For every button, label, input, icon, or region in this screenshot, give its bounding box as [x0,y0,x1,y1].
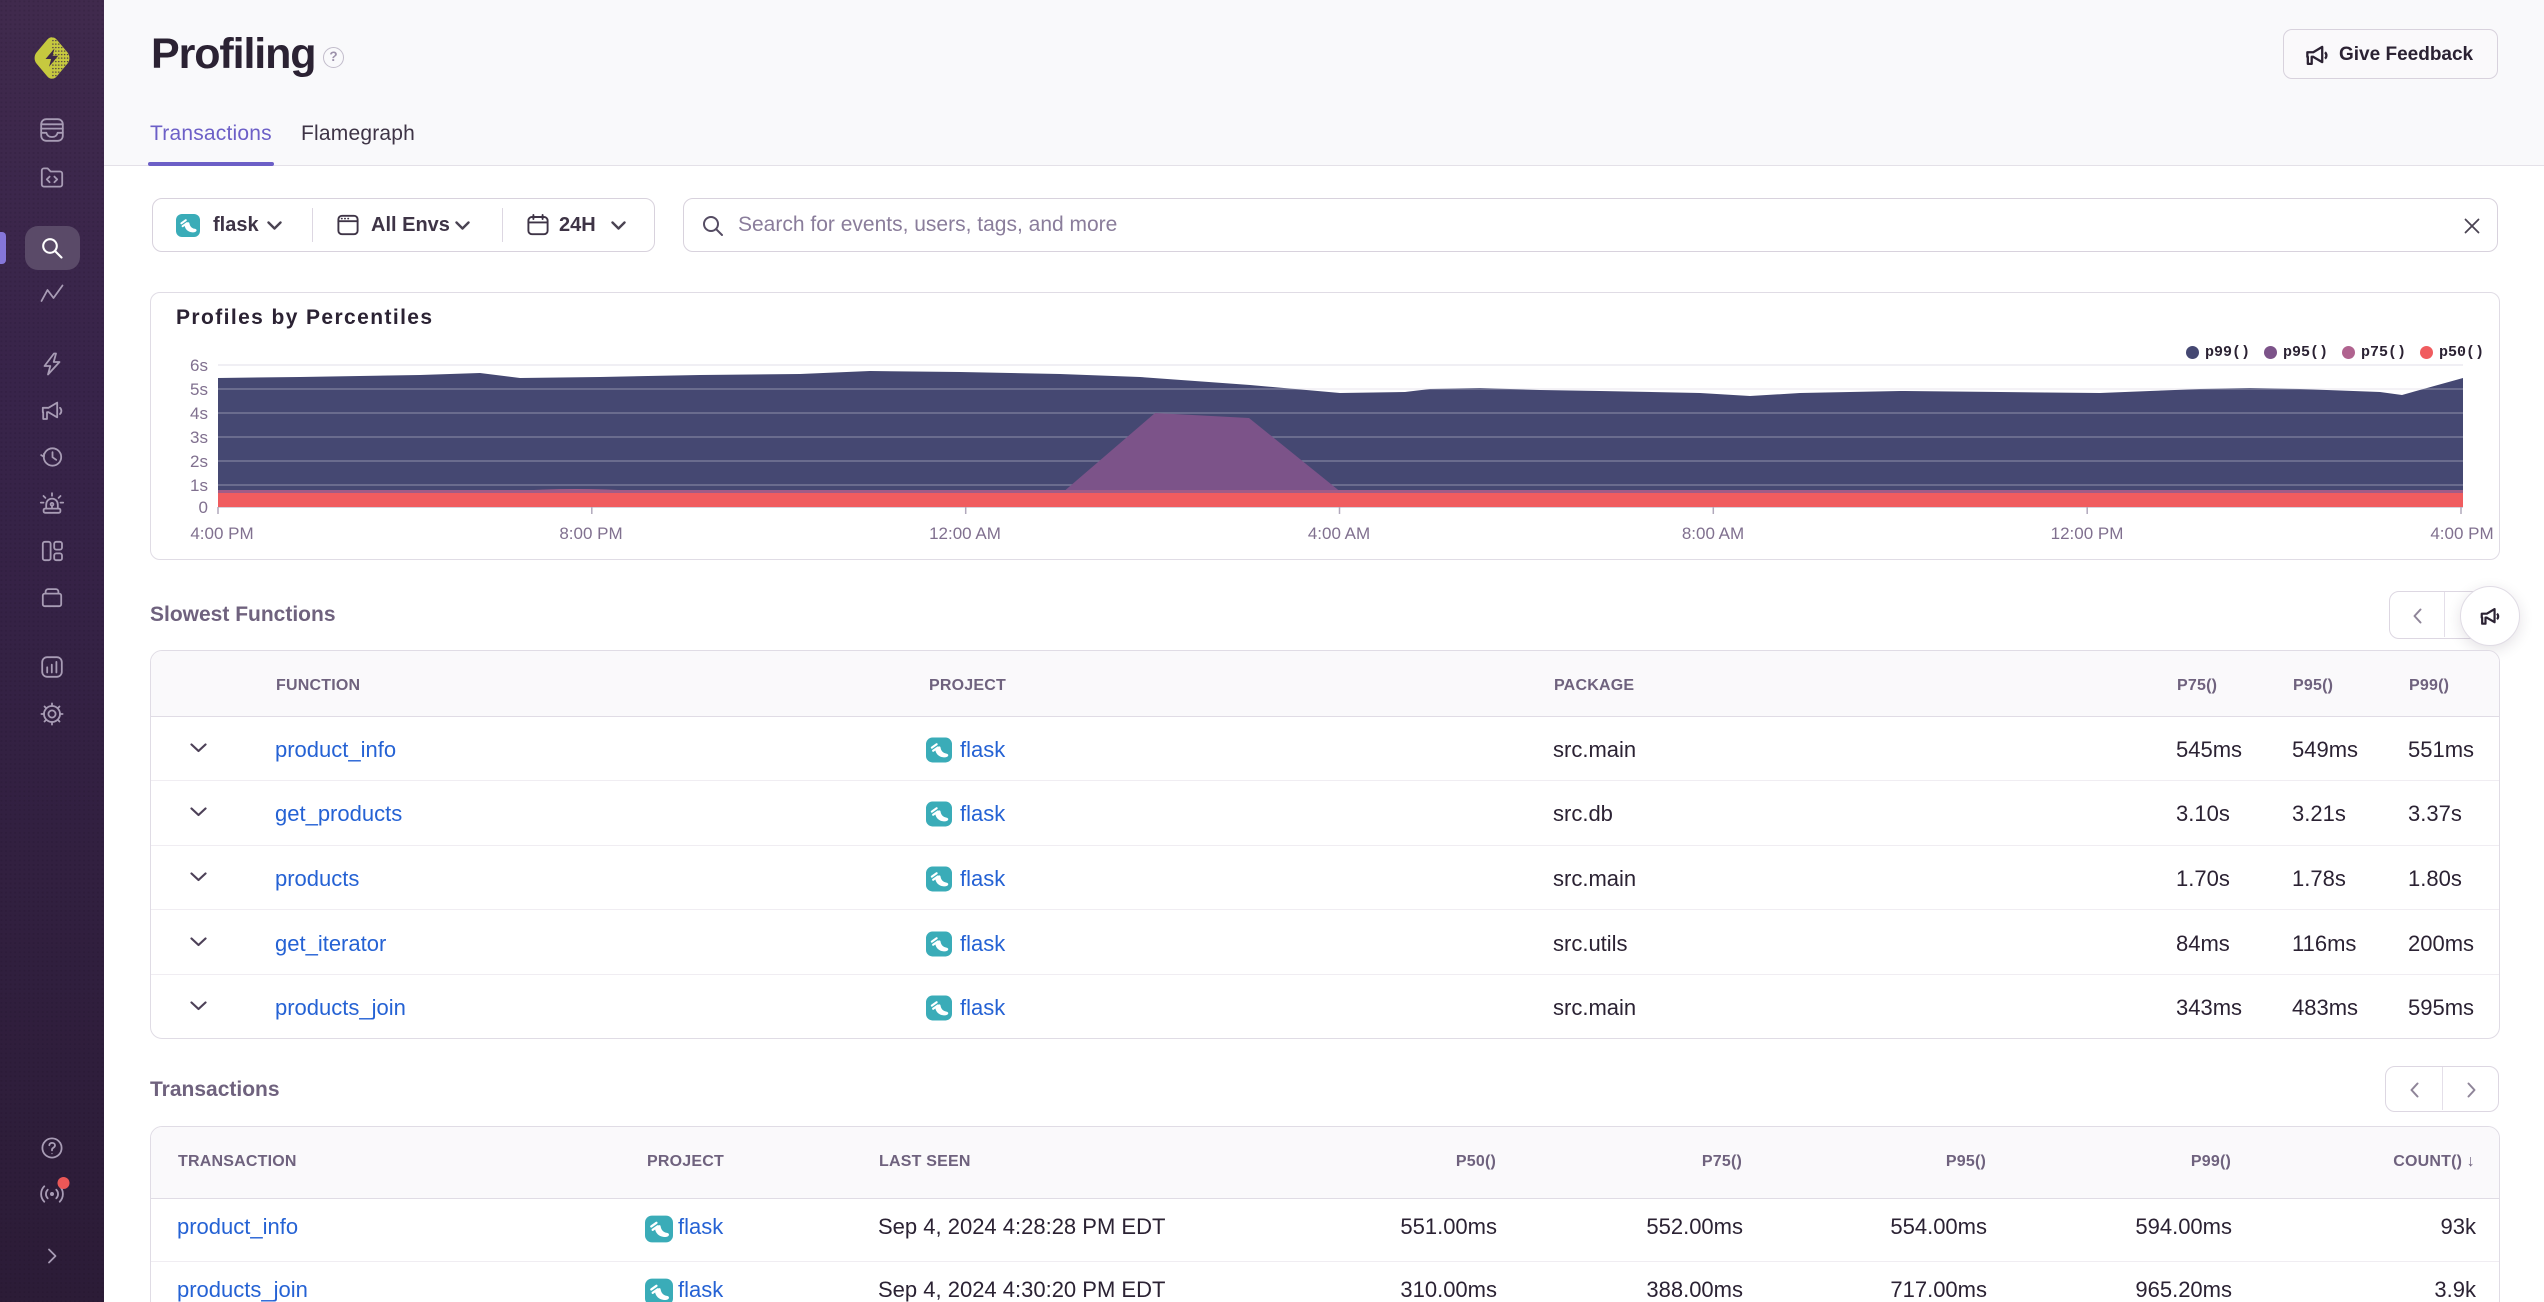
svg-text:8:00 PM: 8:00 PM [559,524,622,543]
svg-text:4:00 PM: 4:00 PM [2430,524,2493,543]
svg-text:4s: 4s [190,404,208,423]
svg-text:6s: 6s [190,356,208,375]
svg-text:0: 0 [199,498,208,517]
svg-text:1s: 1s [190,476,208,495]
svg-text:3s: 3s [190,428,208,447]
svg-text:12:00 AM: 12:00 AM [929,524,1001,543]
svg-text:12:00 PM: 12:00 PM [2051,524,2124,543]
svg-text:4:00 PM: 4:00 PM [190,524,253,543]
svg-text:4:00 AM: 4:00 AM [1308,524,1370,543]
svg-text:5s: 5s [190,380,208,399]
svg-text:2s: 2s [190,452,208,471]
svg-text:8:00 AM: 8:00 AM [1682,524,1744,543]
